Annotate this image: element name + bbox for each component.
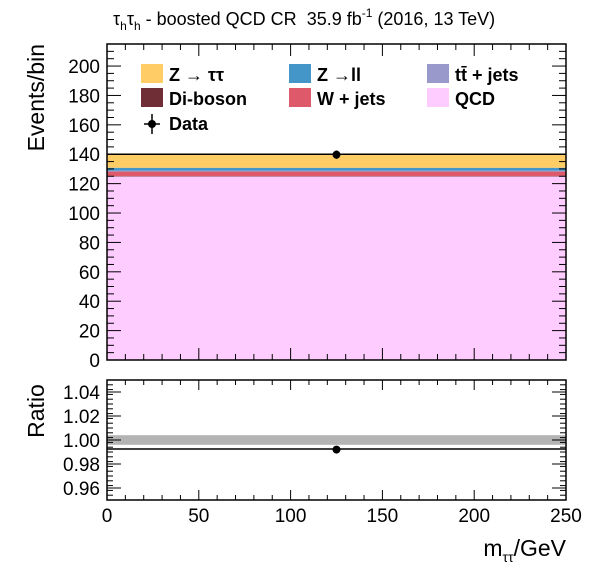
stack-layer — [107, 153, 566, 360]
main-ytick-label: 100 — [68, 204, 100, 225]
data-layer — [332, 150, 341, 159]
main-ytick-label: 80 — [79, 233, 100, 254]
ratio-ytick-label: 1.04 — [63, 383, 100, 404]
main-ticks: 0 20 40 60 80 100 120 140 160 180 200 — [68, 44, 567, 372]
legend: Z → ττ Z →ll tt̄ + jets Di-boson W + jets QCD… — [141, 64, 519, 134]
ratio-xtick-label: 50 — [188, 506, 209, 527]
legend-label-wjets: W + jets — [317, 89, 386, 109]
legend-swatch-wjets — [289, 88, 311, 107]
ratio-xtick-label: 0 — [102, 506, 113, 527]
legend-label-data: Data — [169, 114, 209, 134]
legend-label-qcd: QCD — [455, 89, 495, 109]
main-ytick-label: 40 — [79, 292, 100, 313]
legend-swatch-diboson — [141, 88, 163, 107]
legend-swatch-ztt — [141, 64, 163, 83]
ratio-ytick-label: 1.00 — [63, 431, 100, 452]
main-ytick-label: 60 — [79, 263, 100, 284]
x-axis-title: mττ/GeV — [483, 535, 566, 565]
stack-bar-ztt — [107, 154, 566, 168]
ratio-y-axis-title: Ratio — [23, 384, 49, 438]
stack-bar-ttbar — [107, 170, 566, 172]
stack-bar-wjets — [107, 171, 566, 176]
ratio-uncertainty-band — [107, 435, 566, 445]
ratio-point — [332, 445, 341, 454]
main-ytick-label: 200 — [68, 57, 100, 78]
stack-bar-qcd — [107, 176, 566, 360]
legend-label-diboson: Di-boson — [169, 89, 247, 109]
legend-data-marker — [148, 120, 156, 128]
ratio-xtick-label: 100 — [275, 506, 307, 527]
ratio-xtick-label: 250 — [550, 506, 582, 527]
figure-header: τhτh - boosted QCD CR 35.9 fb-1 (2016, 13… — [113, 6, 495, 33]
ratio-data-layer — [332, 445, 341, 454]
ratio-xtick-label: 150 — [367, 506, 399, 527]
legend-swatch-qcd — [427, 88, 449, 107]
main-y-axis-title: Events/bin — [23, 44, 49, 151]
main-ytick-label: 180 — [68, 86, 100, 107]
legend-label-ttbar: tt̄ + jets — [455, 65, 519, 85]
main-ytick-label: 140 — [68, 145, 100, 166]
legend-label-ztt: Z → ττ — [169, 65, 224, 85]
main-ytick-label: 20 — [79, 322, 100, 343]
main-ytick-label: 120 — [68, 175, 100, 196]
data-point — [332, 150, 341, 159]
ratio-ytick-label: 0.96 — [63, 479, 100, 500]
legend-swatch-ttbar — [427, 64, 449, 83]
main-ytick-label: 0 — [89, 351, 100, 372]
ratio-ytick-label: 0.98 — [63, 455, 100, 476]
main-ytick-label: 160 — [68, 116, 100, 137]
stack-bar-zll — [107, 167, 566, 171]
main-frame — [106, 43, 567, 361]
main-panel: Z → ττ Z →ll tt̄ + jets Di-boson W + jets QCD… — [23, 43, 567, 372]
legend-swatch-zll — [289, 64, 311, 83]
ratio-panel: 0.96 0.98 1.00 1.02 1.04 0 50 100 150 200 250 Rati… — [23, 379, 582, 565]
ratio-xtick-label: 200 — [458, 506, 490, 527]
legend-label-zll: Z →ll — [317, 65, 361, 85]
ratio-ytick-label: 1.02 — [63, 407, 100, 428]
ratio-ticks: 0.96 0.98 1.00 1.02 1.04 0 50 100 150 200 250 — [63, 379, 582, 527]
